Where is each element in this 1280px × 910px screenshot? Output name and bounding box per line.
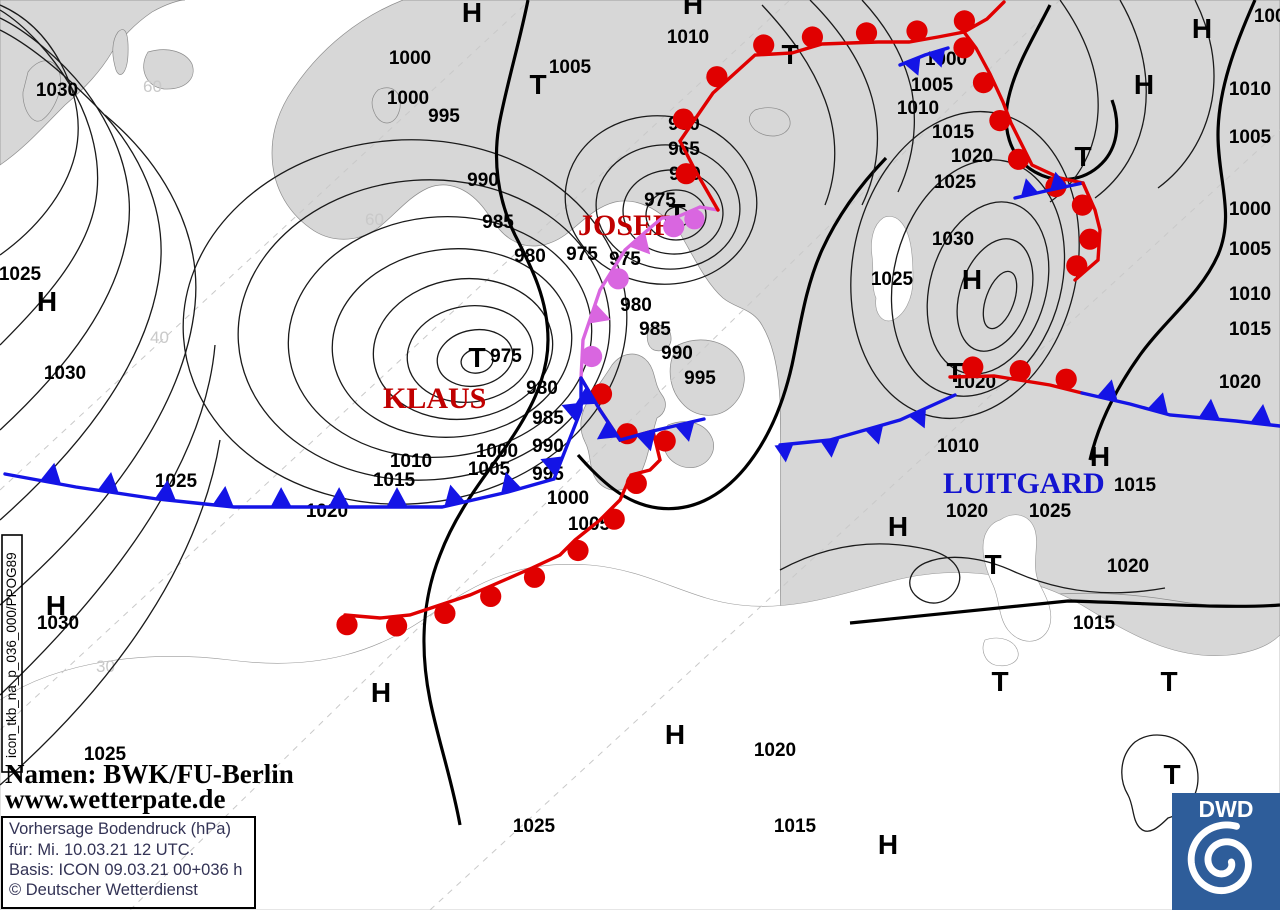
svg-text:1025: 1025 [1029, 501, 1072, 522]
svg-text:1020: 1020 [946, 501, 988, 522]
svg-text:H: H [37, 286, 57, 317]
svg-text:990: 990 [661, 343, 693, 364]
svg-text:1000: 1000 [476, 441, 518, 462]
svg-text:1010: 1010 [1229, 79, 1271, 100]
svg-text:KLAUS: KLAUS [383, 382, 486, 415]
svg-text:T: T [468, 342, 485, 373]
svg-text:985: 985 [532, 408, 564, 429]
svg-text:1030: 1030 [44, 363, 86, 384]
svg-text:H: H [878, 829, 898, 860]
svg-text:990: 990 [467, 170, 499, 191]
svg-text:1015: 1015 [1114, 475, 1157, 496]
svg-text:1030: 1030 [37, 613, 79, 634]
svg-text:1005: 1005 [468, 459, 511, 480]
svg-text:40: 40 [150, 328, 169, 347]
svg-text:995: 995 [684, 368, 716, 389]
svg-text:995: 995 [428, 106, 460, 127]
svg-text:1025: 1025 [934, 172, 977, 193]
svg-text:www.wetterpate.de: www.wetterpate.de [5, 784, 225, 814]
svg-text:1000: 1000 [547, 488, 589, 509]
svg-text:H: H [888, 511, 908, 542]
svg-text:975: 975 [566, 244, 598, 265]
svg-text:H: H [683, 0, 703, 20]
svg-text:icon_tkb_na_p_036_000/PPOG89: icon_tkb_na_p_036_000/PPOG89 [4, 552, 19, 758]
svg-text:1005: 1005 [1229, 239, 1272, 260]
svg-text:H: H [962, 264, 982, 295]
svg-text:1015: 1015 [373, 470, 416, 491]
svg-text:60: 60 [143, 77, 162, 96]
svg-text:H: H [665, 719, 685, 750]
svg-text:1000: 1000 [1254, 6, 1280, 27]
svg-text:1010: 1010 [937, 436, 979, 457]
svg-text:1010: 1010 [1229, 284, 1271, 305]
svg-text:1005: 1005 [1229, 127, 1272, 148]
svg-text:1030: 1030 [36, 80, 78, 101]
svg-text:30: 30 [96, 657, 115, 676]
svg-text:1015: 1015 [1229, 319, 1272, 340]
svg-text:1025: 1025 [155, 471, 198, 492]
svg-text:T: T [991, 666, 1008, 697]
svg-text:1005: 1005 [549, 57, 592, 78]
svg-text:975: 975 [644, 190, 676, 211]
svg-text:H: H [1192, 13, 1212, 44]
svg-text:1010: 1010 [897, 98, 939, 119]
svg-text:985: 985 [482, 212, 514, 233]
svg-text:T: T [1160, 666, 1177, 697]
svg-text:1025: 1025 [513, 816, 556, 837]
svg-text:1010: 1010 [667, 27, 709, 48]
svg-text:60: 60 [365, 210, 384, 229]
svg-text:980: 980 [620, 295, 652, 316]
svg-text:1020: 1020 [754, 740, 796, 761]
svg-text:1000: 1000 [389, 48, 431, 69]
svg-text:© Deutscher Wetterdienst: © Deutscher Wetterdienst [9, 881, 198, 899]
svg-text:JOSEF: JOSEF [578, 209, 671, 242]
svg-text:LUITGARD: LUITGARD [943, 467, 1105, 500]
svg-text:DWD: DWD [1199, 796, 1254, 822]
svg-text:1015: 1015 [932, 122, 975, 143]
svg-text:990: 990 [532, 436, 564, 457]
svg-text:980: 980 [514, 246, 546, 267]
svg-text:T: T [1074, 141, 1091, 172]
svg-text:980: 980 [526, 378, 558, 399]
svg-text:985: 985 [639, 319, 671, 340]
svg-text:1010: 1010 [390, 451, 432, 472]
svg-text:1000: 1000 [1229, 199, 1271, 220]
svg-text:1005: 1005 [911, 75, 954, 96]
svg-text:1025: 1025 [0, 264, 42, 285]
svg-text:Basis: ICON 09.03.21 00+036 h: Basis: ICON 09.03.21 00+036 h [9, 861, 242, 879]
svg-text:T: T [1163, 759, 1180, 790]
svg-text:T: T [984, 549, 1001, 580]
svg-text:975: 975 [490, 346, 522, 367]
svg-text:1020: 1020 [1107, 556, 1149, 577]
svg-text:1020: 1020 [1219, 372, 1261, 393]
svg-text:H: H [462, 0, 482, 28]
svg-text:1000: 1000 [387, 88, 429, 109]
svg-text:1020: 1020 [951, 146, 993, 167]
svg-text:für: Mi. 10.03.21 12 UTC.: für: Mi. 10.03.21 12 UTC. [9, 841, 194, 859]
svg-text:Vorhersage Bodendruck (hPa): Vorhersage Bodendruck (hPa) [9, 820, 231, 838]
svg-text:H: H [371, 677, 391, 708]
svg-text:T: T [529, 69, 546, 100]
svg-text:H: H [1134, 69, 1154, 100]
svg-text:1015: 1015 [774, 816, 817, 837]
svg-text:1015: 1015 [1073, 613, 1116, 634]
svg-text:1030: 1030 [932, 229, 974, 250]
svg-text:1025: 1025 [871, 269, 914, 290]
